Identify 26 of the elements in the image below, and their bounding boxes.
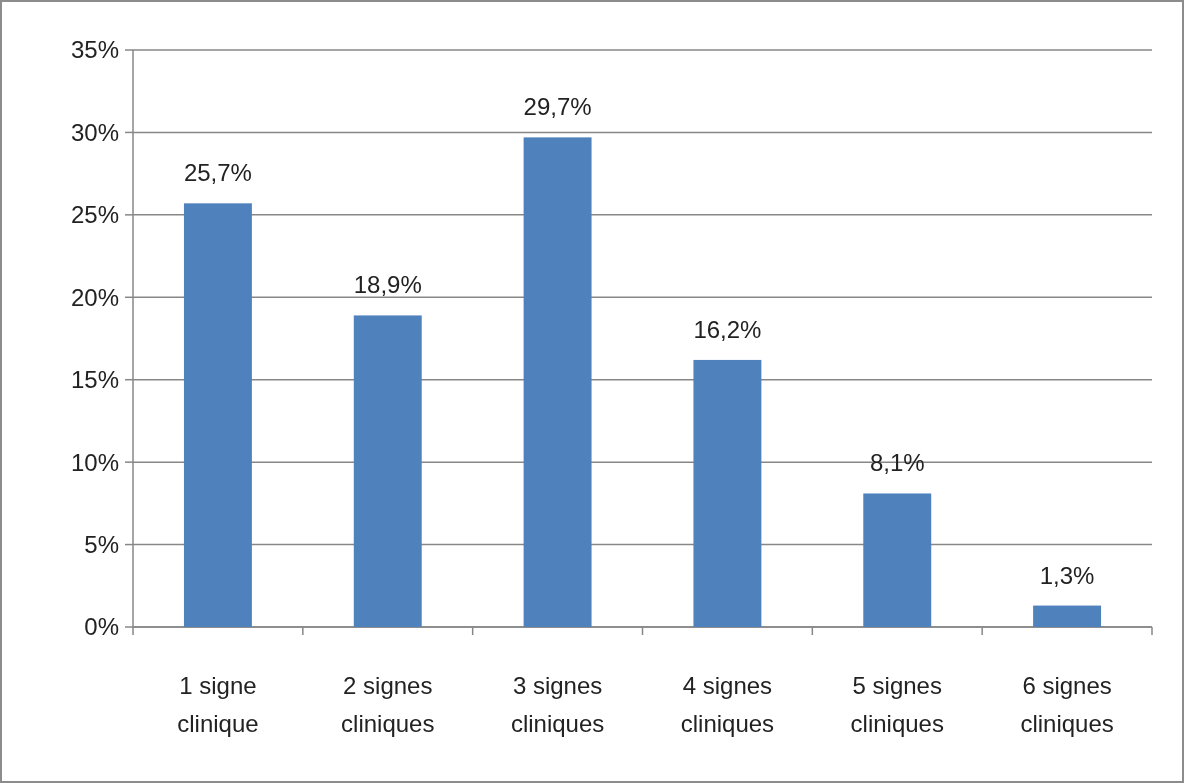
- data-label: 8,1%: [869, 449, 925, 477]
- bar: [1033, 605, 1102, 627]
- y-tick-label: 5%: [84, 530, 119, 558]
- x-tick-label: 2 signes cliniques: [341, 672, 435, 737]
- bar: [183, 203, 252, 627]
- x-tick-label: 1 signe clinique: [177, 672, 259, 737]
- bar: [353, 315, 422, 627]
- data-label: 1,3%: [1039, 561, 1095, 589]
- y-tick-label: 10%: [70, 448, 119, 476]
- bar: [863, 493, 932, 627]
- data-label: 18,9%: [353, 271, 422, 299]
- data-label: 29,7%: [523, 93, 592, 121]
- x-tick-label: 3 signes cliniques: [510, 672, 605, 737]
- y-tick-label: 30%: [70, 118, 119, 146]
- x-tick-label: 6 signes cliniques: [1020, 672, 1114, 737]
- data-label: 16,2%: [693, 315, 762, 343]
- x-tick-label: 4 signes cliniques: [680, 672, 775, 737]
- y-tick-label: 35%: [70, 36, 119, 64]
- y-tick-label: 25%: [70, 201, 119, 229]
- bar: [523, 137, 592, 627]
- x-tick-label: 5 signes cliniques: [850, 672, 944, 737]
- data-label: 25,7%: [183, 159, 252, 187]
- y-tick-label: 20%: [70, 283, 119, 311]
- bar: [693, 359, 762, 627]
- y-tick-label: 15%: [70, 366, 119, 394]
- y-tick-label: 0%: [84, 613, 119, 641]
